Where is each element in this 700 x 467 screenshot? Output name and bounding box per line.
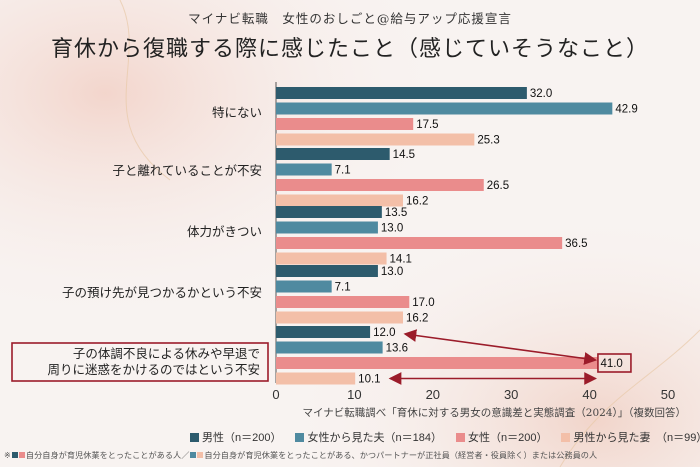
legend-label: 男性から見た妻 （n＝99） [573, 432, 700, 444]
value-label: 10.1 [358, 374, 380, 386]
highlight-value-box [597, 353, 632, 373]
source-note: マイナビ転職調べ「育休に対する男女の意識差と実態調査（2024）」（複数回答） [302, 407, 686, 419]
bar [276, 102, 613, 115]
x-tick-label: 30 [504, 387, 518, 402]
category-label: 子の預け先が見つかるかという不安 [62, 285, 262, 300]
bar [276, 311, 404, 324]
bar [276, 265, 378, 277]
bar [276, 280, 332, 293]
x-tick-label: 0 [272, 387, 279, 402]
value-label: 16.2 [406, 196, 428, 208]
comparison-arrow [403, 329, 598, 365]
chart-supertitle: マイナビ転職 女性のおしごと@給与アップ応援宣言 [188, 11, 512, 26]
bar [276, 163, 332, 176]
value-label: 16.2 [406, 313, 428, 325]
value-label: 25.3 [477, 135, 499, 147]
bar [276, 87, 527, 99]
value-label: 14.5 [393, 149, 415, 161]
value-label: 17.5 [416, 119, 438, 131]
legend-swatch [295, 432, 305, 442]
value-label: 32.0 [530, 88, 552, 100]
bar [276, 221, 378, 234]
footnote-prefix: ※ [4, 450, 11, 460]
bar [276, 206, 382, 218]
footnote-swatch [190, 452, 197, 458]
legend-swatch [190, 432, 199, 442]
legend-item-husband: 女性から見た夫（n＝184） [295, 429, 442, 445]
legend-label: 男性（n＝200） [202, 432, 282, 444]
value-label: 42.9 [615, 104, 637, 116]
value-label: 13.0 [381, 266, 403, 278]
bar [276, 357, 598, 369]
category-label: 周りに迷惑をかけるのではという不安 [47, 362, 260, 377]
footnote-swatch [18, 452, 25, 458]
x-tick-label: 40 [582, 387, 596, 402]
category-label: 特にない [212, 105, 262, 120]
bar [276, 133, 475, 146]
value-label: 36.5 [565, 238, 587, 250]
legend-item-wife: 男性から見た妻 （n＝99） [561, 429, 700, 445]
chart-title: 育休から復職する際に感じたこと（感じていそうなこと） [50, 37, 649, 62]
legend-item-female: 女性（n＝200） [455, 429, 548, 445]
bar [276, 326, 371, 338]
x-tick-label: 20 [426, 387, 440, 402]
legend-swatch [455, 432, 465, 442]
category-label: 体力がきつい [187, 224, 262, 239]
legend-swatch [561, 432, 571, 442]
bar [276, 372, 356, 385]
legend: 男性（n＝200） 女性から見た夫（n＝184） 女性（n＝200） 男性から見… [190, 429, 700, 445]
bar [276, 237, 563, 249]
bar [276, 296, 410, 308]
x-tick-label: 10 [347, 387, 361, 402]
value-label: 41.0 [600, 358, 622, 370]
legend-item-male: 男性（n＝200） [190, 429, 281, 445]
value-label: 13.6 [386, 343, 408, 355]
bar [276, 148, 390, 160]
value-label: 17.0 [412, 297, 434, 309]
footnote-text-a: 自分自身が育児休業をとったことがある人／ [25, 450, 190, 460]
category-label: 子の体調不良による休みや早退で [73, 346, 260, 361]
bar [276, 194, 404, 207]
bar [276, 179, 484, 191]
legend-label: 女性から見た夫（n＝184） [307, 432, 442, 444]
footnote-swatch [197, 452, 204, 458]
footnote-text-b: 自分自身が育児休業をとったことがある、かつパートナーが正社員（経営者・役員除く）… [204, 450, 598, 460]
value-label: 13.5 [385, 207, 407, 219]
bar [276, 252, 387, 265]
value-label: 7.1 [335, 165, 351, 177]
footnote: ※ 自分自身が育児休業をとったことがある人／ 自分自身が育児休業をとったことがあ… [4, 449, 698, 461]
value-label: 13.0 [381, 223, 403, 235]
highlight-box [11, 342, 269, 382]
value-label: 14.1 [390, 254, 412, 266]
category-label: 子と離れていることが不安 [112, 163, 262, 178]
x-tick-label: 50 [661, 387, 675, 402]
footnote-swatch [11, 452, 18, 458]
value-label: 26.5 [487, 180, 509, 192]
value-label: 7.1 [335, 282, 351, 294]
bar [276, 118, 414, 130]
value-label: 12.0 [373, 327, 395, 339]
bar [276, 341, 383, 354]
legend-label: 女性（n＝200） [467, 432, 548, 444]
